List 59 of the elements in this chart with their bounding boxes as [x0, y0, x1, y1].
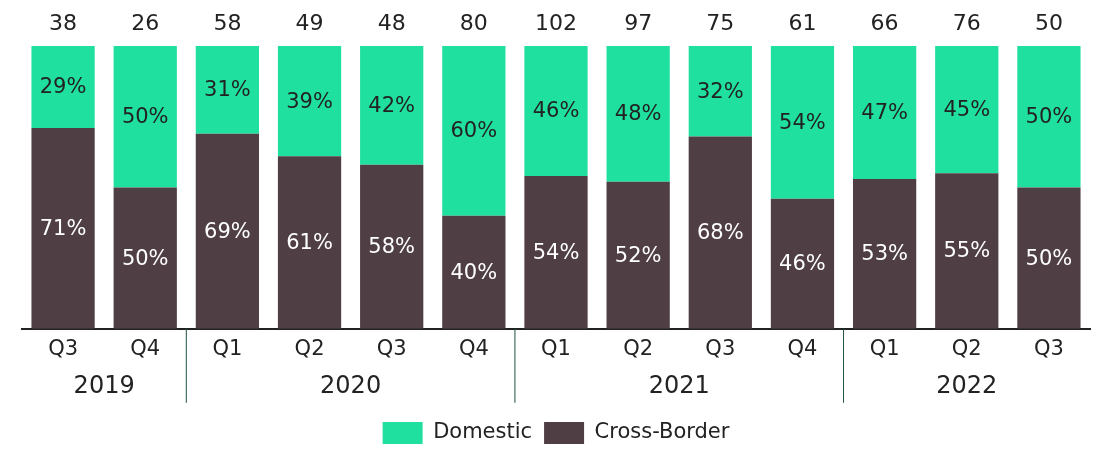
text: 2022 [936, 371, 998, 400]
data-label: 48% [614, 101, 662, 126]
data-label: 50% [1025, 245, 1073, 270]
bar [31, 128, 95, 329]
x-tick-label: Q4 [130, 335, 161, 360]
x-tick-label: Q3 [705, 335, 736, 360]
data-label: 71% [39, 215, 87, 240]
data-label: 50% [1025, 104, 1073, 129]
data-label: 54% [779, 109, 826, 134]
text: 76 [952, 9, 981, 35]
data-label: 47% [861, 99, 908, 124]
text: 2019 [73, 371, 135, 400]
x-tick-label: Q2 [951, 335, 982, 360]
data-label: 29% [39, 74, 87, 99]
data-label: 69% [204, 218, 251, 243]
x-tick-label: Q3 [1033, 335, 1064, 360]
data-label: 32% [696, 78, 744, 103]
legend-label: Domestic [433, 419, 533, 444]
text: 50 [1034, 9, 1063, 35]
text: 49 [295, 9, 324, 35]
x-tick-label: Q1 [541, 335, 571, 360]
data-label: 60% [450, 118, 498, 143]
data-label: 31% [204, 77, 251, 102]
data-label: 54% [532, 239, 580, 264]
text: 48 [377, 9, 406, 35]
text: 61 [788, 9, 817, 35]
x-tick-label: Q2 [294, 335, 325, 360]
data-label: 40% [450, 259, 498, 284]
x-tick-label: Q4 [458, 335, 489, 360]
x-tick-label: Q4 [787, 335, 818, 360]
text: 26 [131, 9, 160, 35]
data-label: 52% [614, 242, 662, 267]
text: 66 [870, 9, 899, 35]
legend-label: Cross-Border [594, 419, 730, 444]
text: 102 [535, 9, 577, 35]
data-label: 45% [943, 97, 991, 122]
data-label: 42% [368, 92, 416, 117]
data-label: 61% [286, 230, 333, 254]
text: 2020 [320, 371, 382, 400]
data-label: 46% [532, 98, 580, 123]
text: 58 [213, 9, 242, 35]
text: 75 [706, 9, 735, 35]
data-label: 53% [861, 241, 908, 266]
text: 38 [49, 9, 78, 35]
x-tick-label: Q1 [869, 335, 900, 360]
data-label: 50% [121, 245, 169, 270]
data-label: 68% [696, 220, 744, 245]
data-label: 50% [121, 104, 169, 129]
text: 80 [459, 9, 488, 35]
text: 97 [624, 9, 653, 35]
x-tick-label: Q3 [376, 335, 407, 360]
data-label: 58% [368, 234, 416, 259]
x-tick-label: Q3 [48, 335, 79, 360]
data-label: 46% [779, 251, 826, 276]
x-tick-label: Q1 [212, 335, 243, 360]
x-tick-label: Q2 [623, 335, 654, 360]
text: 2021 [648, 371, 710, 400]
data-label: 55% [943, 238, 991, 263]
data-label: 39% [286, 88, 333, 113]
